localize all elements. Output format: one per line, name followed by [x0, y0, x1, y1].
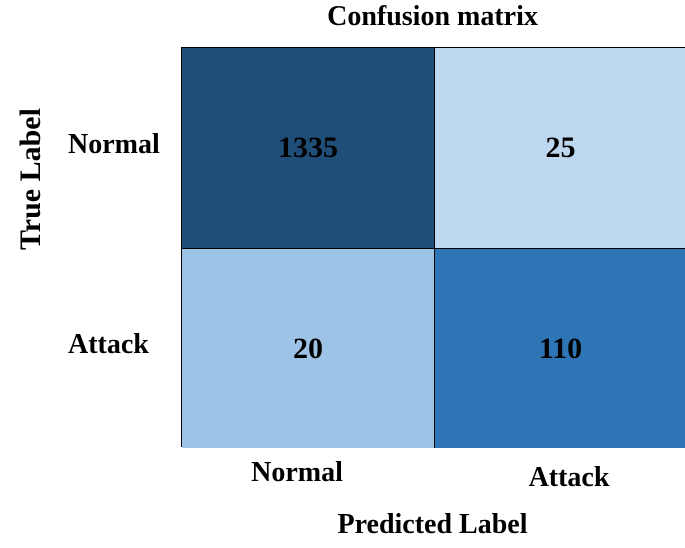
- row-label-attack: Attack: [68, 329, 149, 360]
- heatmap-cell-normal-attack: 25: [434, 48, 685, 248]
- col-label-attack: Attack: [528, 462, 610, 493]
- cell-value-label: 25: [545, 131, 576, 164]
- heatmap-cell-attack-normal: 20: [182, 248, 434, 448]
- heatmap-cell-normal-normal: 1335: [182, 48, 434, 248]
- cell-value-label: 110: [538, 331, 583, 365]
- row-label-normal: Normal: [68, 129, 160, 160]
- col-label-normal: Normal: [251, 457, 343, 488]
- heatmap-cell-attack-attack: 110: [434, 248, 685, 448]
- chart-title: Confusion matrix: [327, 1, 538, 32]
- cell-value-label: 1335: [278, 131, 338, 164]
- x-axis-label: Predicted Label: [337, 509, 528, 540]
- cell-value-label: 20: [293, 331, 323, 365]
- y-axis-label: True Label: [14, 108, 47, 250]
- confusion-matrix-grid: 1335 25 20 110: [181, 47, 685, 448]
